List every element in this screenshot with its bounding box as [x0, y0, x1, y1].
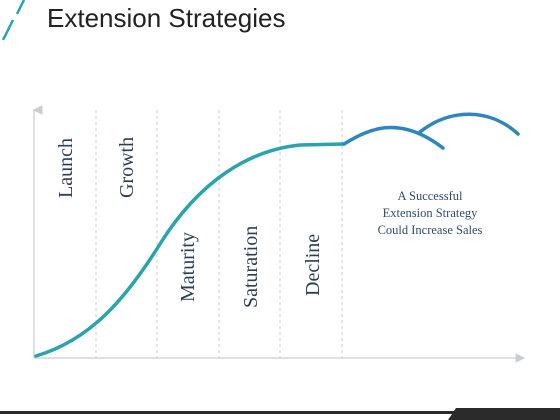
stage-label-growth: Growth — [116, 137, 138, 198]
footer-bar — [0, 408, 560, 420]
title-accent-icon — [1, 0, 26, 41]
stage-label-maturity: Maturity — [177, 232, 199, 302]
note-line: Extension Strategy — [382, 206, 478, 220]
stage-label-decline: Decline — [302, 234, 324, 296]
page-title: Extension Strategies — [47, 3, 286, 33]
extension-curve-1 — [342, 125, 445, 150]
stage-label-launch: Launch — [55, 138, 77, 198]
life-cycle-curve — [34, 142, 346, 358]
note-line: Could Increase Sales — [377, 223, 483, 237]
note-line: A Successful — [397, 189, 463, 203]
stage-label-saturation: Saturation — [240, 226, 262, 308]
extension-note: A Successful Extension Strategy Could In… — [345, 188, 515, 239]
extension-curve-2 — [418, 112, 520, 136]
